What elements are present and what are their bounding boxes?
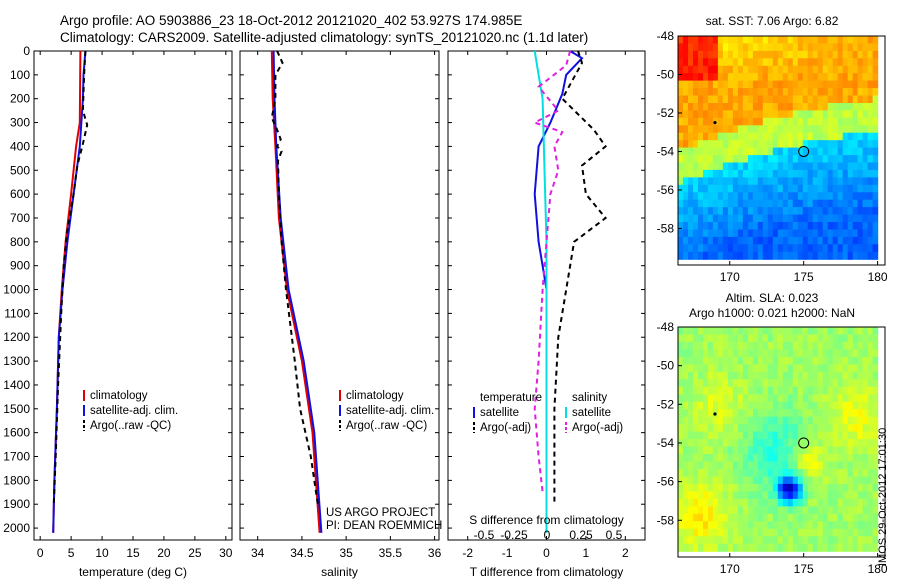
sst_map-axes-box bbox=[677, 35, 886, 266]
temperature-ytick-label: 300 bbox=[10, 116, 30, 130]
temperature-ytick-label: 1700 bbox=[3, 450, 30, 464]
sla_map-float-dot bbox=[713, 412, 717, 416]
diff-top-xtick-label: 0 bbox=[544, 528, 551, 542]
sst_map-ytick-label: -54 bbox=[657, 144, 675, 158]
diff-top-xtick-label: -0.5 bbox=[474, 528, 495, 542]
temperature-xtick-label: 25 bbox=[188, 546, 202, 560]
diff-legend-entry: satellite bbox=[572, 407, 611, 419]
salinity-xtick-label: 35 bbox=[339, 546, 353, 560]
temperature-ytick-label: 1900 bbox=[3, 497, 30, 511]
sla_map-xtick-label: 175 bbox=[794, 562, 814, 576]
salinity-legend-entry: Argo(..raw -QC) bbox=[346, 420, 427, 432]
sst_map-argo-marker bbox=[798, 145, 810, 157]
sla_map-axes-box bbox=[677, 326, 886, 558]
diff-top-xtick-label: 0.25 bbox=[569, 528, 593, 542]
differences-series-line bbox=[553, 50, 608, 505]
temperature-legend-entry: satellite-adj. clim. bbox=[90, 405, 178, 417]
salinity-series-line bbox=[270, 50, 319, 505]
sla_map-ytick-label: -56 bbox=[657, 475, 675, 489]
temperature-ytick-label: 800 bbox=[10, 235, 30, 249]
sla_map-ytick-label: -52 bbox=[657, 397, 675, 411]
sst_map-float-dot bbox=[713, 120, 717, 125]
sst_map-xtick-label: 175 bbox=[794, 270, 814, 284]
temperature-ytick-label: 400 bbox=[10, 139, 30, 153]
sla-map-title: Altim. SLA: 0.023 bbox=[726, 291, 819, 305]
sla_map-xtick-label: 180 bbox=[868, 562, 888, 576]
temperature-xtick-label: 0 bbox=[37, 546, 44, 560]
differences-xtick-label: 1 bbox=[583, 546, 590, 560]
sla_map-field bbox=[678, 327, 879, 552]
sla_map-ytick-label: -50 bbox=[657, 359, 675, 373]
sst_map-ytick-label: -52 bbox=[657, 106, 675, 120]
sla-map-subtitle: Argo h1000: 0.021 h2000: NaN bbox=[689, 306, 855, 320]
sst_map-field bbox=[678, 36, 879, 260]
sla_map-argo-marker bbox=[798, 437, 810, 449]
differences-series-line bbox=[533, 50, 548, 533]
temperature-ytick-label: 700 bbox=[10, 211, 30, 225]
differences-xtick-label: -2 bbox=[462, 546, 473, 560]
temperature-ytick-label: 1300 bbox=[3, 354, 30, 368]
diff-top-xtick-label: -0.25 bbox=[500, 528, 528, 542]
temperature-xtick-label: 5 bbox=[68, 546, 75, 560]
diff-legend-title: salinity bbox=[572, 392, 607, 404]
sst_map-ytick-label: -56 bbox=[657, 183, 675, 197]
temperature-ytick-label: 900 bbox=[10, 259, 30, 273]
salinity-xtick-label: 34.5 bbox=[290, 546, 314, 560]
temperature-xtick-label: 20 bbox=[157, 546, 171, 560]
temperature-ytick-label: 2000 bbox=[3, 521, 30, 535]
sla_map-ytick-label: -58 bbox=[657, 513, 675, 527]
sst_map-ytick-label: -50 bbox=[657, 67, 675, 81]
project-annotation: US ARGO PROJECT bbox=[326, 507, 435, 519]
salinity-xtick-label: 36 bbox=[428, 546, 442, 560]
differences-xtick-label: -1 bbox=[502, 546, 513, 560]
temperature-ytick-label: 500 bbox=[10, 163, 30, 177]
temperature-ytick-label: 1600 bbox=[3, 426, 30, 440]
sst_map-ytick-label: -48 bbox=[657, 29, 675, 43]
diff-top-xtick-label: 0.5 bbox=[606, 528, 623, 542]
temperature-xtick-label: 10 bbox=[95, 546, 109, 560]
temperature-xlabel: temperature (deg C) bbox=[79, 565, 187, 579]
sst_map-xtick-label: 180 bbox=[868, 270, 888, 284]
temperature-ytick-label: 200 bbox=[10, 92, 30, 106]
sst_map-xtick-label: 170 bbox=[720, 270, 740, 284]
project-annotation: PI: DEAN ROEMMICH bbox=[326, 520, 442, 532]
temperature-ytick-label: 1200 bbox=[3, 330, 30, 344]
salinity-xlabel: salinity bbox=[321, 565, 358, 579]
salinity-legend-entry: climatology bbox=[346, 390, 404, 402]
sst-map-title: sat. SST: 7.06 Argo: 6.82 bbox=[706, 14, 839, 28]
differences-xtick-label: 2 bbox=[622, 546, 629, 560]
diff-top-xlabel: S difference from climatology bbox=[469, 513, 624, 527]
differences-xtick-label: 0 bbox=[543, 546, 550, 560]
temperature-ytick-label: 1400 bbox=[3, 378, 30, 392]
diff-legend-entry: Argo(-adj) bbox=[572, 422, 623, 434]
temperature-ytick-label: 1500 bbox=[3, 402, 30, 416]
temperature-xtick-label: 15 bbox=[126, 546, 140, 560]
sla_map-ytick-label: -54 bbox=[657, 436, 675, 450]
salinity-axes-box bbox=[239, 50, 440, 541]
figure-title-line-2: Climatology: CARS2009. Satellite-adjuste… bbox=[60, 30, 589, 45]
sst_map-ytick-label: -58 bbox=[657, 221, 675, 235]
temperature-legend-entry: Argo(..raw -QC) bbox=[90, 420, 171, 432]
temperature-ytick-label: 1000 bbox=[3, 283, 30, 297]
diff-legend-entry: satellite bbox=[480, 407, 519, 419]
sla_map-ytick-label: -48 bbox=[657, 320, 675, 334]
diff-legend-entry: Argo(-adj) bbox=[480, 422, 531, 434]
temperature-ytick-label: 1100 bbox=[4, 306, 30, 320]
temperature-axes-box bbox=[33, 50, 233, 541]
temperature-series-line bbox=[52, 50, 89, 505]
figure-title-line-1: Argo profile: AO 5903886_23 18-Oct-2012 … bbox=[60, 13, 523, 28]
temperature-ytick-label: 100 bbox=[10, 68, 30, 82]
salinity-legend-entry: satellite-adj. clim. bbox=[346, 405, 434, 417]
salinity-xtick-label: 35.5 bbox=[379, 546, 403, 560]
salinity-xtick-label: 34 bbox=[251, 546, 265, 560]
temperature-legend-entry: climatology bbox=[90, 390, 148, 402]
temperature-ytick-label: 1800 bbox=[3, 473, 30, 487]
temperature-ytick-label: 0 bbox=[23, 44, 30, 58]
sla_map-xtick-label: 170 bbox=[720, 562, 740, 576]
differences-xlabel: T difference from climatology bbox=[470, 565, 624, 579]
temperature-ytick-label: 600 bbox=[10, 187, 30, 201]
diff-legend-title: temperature bbox=[480, 392, 542, 404]
temperature-xtick-label: 30 bbox=[219, 546, 233, 560]
